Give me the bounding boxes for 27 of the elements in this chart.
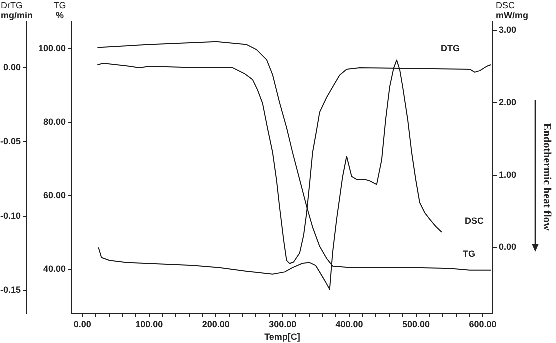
series-label: TG [463,248,476,259]
y2-tick-label: 2.00 [499,97,517,108]
y-tick-label: 80.00 [43,116,66,127]
x-tick-label: 400.00 [336,319,364,330]
y-axis-title: TG % [54,0,66,20]
y2-tick-label: 0.00 [499,242,517,252]
y2-tick-label: 3.00 [499,25,517,36]
text: DSC [464,216,484,226]
x-tick-label: 600.00 [469,319,497,330]
x-tick-label: 200.00 [202,319,230,330]
y2-axis-title: DSC mW/mg [496,0,528,20]
x-axis-title: Temp[C] [264,332,300,342]
y2-tick-label: 1.00 [499,170,517,180]
y3-tick-label: -0.15 [0,284,21,295]
x-tick-label: 0.00 [74,319,92,330]
x-tick-label: 500.00 [402,319,430,330]
x-tick-label: 300.00 [269,319,297,330]
y3-tick-label: -0.10 [0,210,21,221]
y-tick-label: 60.00 [43,190,66,200]
x-tick-label: 100.00 [136,319,164,330]
text: Endothermic heat flow [541,123,554,231]
series-label: DTG [441,43,460,54]
y3-tick-label: -0.05 [0,136,21,147]
y-tick-label: 40.00 [43,264,66,274]
y3-axis-title: DrTG mg/min [1,0,34,20]
y-tick-label: 100.00 [38,43,66,54]
y3-tick-label: 0.00 [3,62,21,72]
